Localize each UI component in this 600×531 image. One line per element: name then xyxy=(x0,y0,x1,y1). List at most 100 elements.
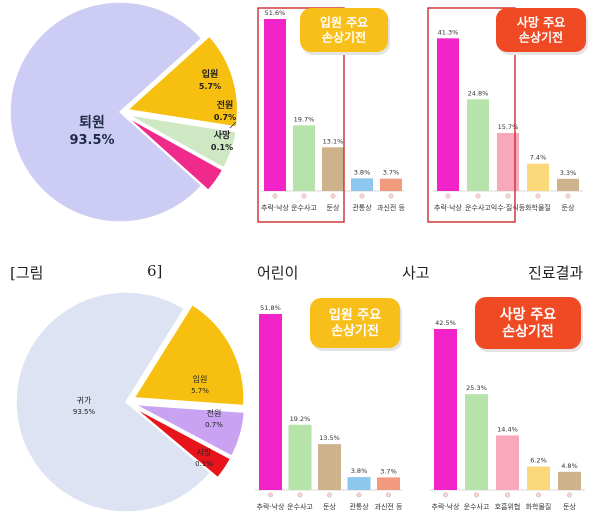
bar-dot-1 xyxy=(442,492,448,498)
badge-line-1: 입원 주요 xyxy=(320,15,368,29)
bar-dot-5 xyxy=(565,193,571,199)
badge-line-1: 사망 주요 xyxy=(517,14,565,29)
bar-dot-4 xyxy=(535,193,541,199)
bar-5 xyxy=(380,178,402,191)
bar-5 xyxy=(558,471,581,490)
bar-value-label-1: 51.8% xyxy=(260,304,281,312)
figure-caption: [그림 6] 어린이 사고 진료결과 xyxy=(10,262,590,284)
bar-value-label-3: 14.4% xyxy=(497,425,518,433)
bar-1 xyxy=(434,329,457,490)
badge xyxy=(475,297,581,349)
bar-value-label-5: 4.8% xyxy=(561,462,578,470)
bar-dot-5 xyxy=(388,193,394,199)
bar-3 xyxy=(496,435,519,490)
bar-2 xyxy=(465,394,488,490)
pie-slice-3 xyxy=(134,403,246,458)
badge xyxy=(496,8,586,52)
bar-dot-4 xyxy=(356,492,362,498)
bar-value-label-2: 24.8% xyxy=(468,89,489,97)
bar-2 xyxy=(288,424,312,490)
bar-3 xyxy=(322,147,344,191)
bar-dot-3 xyxy=(330,193,336,199)
pie-slice-2 xyxy=(132,303,245,407)
bar-dot-1 xyxy=(267,492,273,498)
bar-value-label-3: 13.1% xyxy=(323,137,344,145)
bar-dot-2 xyxy=(301,193,307,199)
bar-category-label-1: 추락·낙상 xyxy=(257,502,286,511)
pie-slice-4 xyxy=(132,406,232,479)
bar-4 xyxy=(527,466,550,490)
bar-value-label-1: 42.5% xyxy=(435,319,456,327)
bar-value-label-4: 6.2% xyxy=(530,457,547,465)
pie-leader xyxy=(229,121,237,129)
caption-part-3: 어린이 xyxy=(257,264,299,282)
bar-dot-2 xyxy=(297,492,303,498)
pie-value-3: 0.7% xyxy=(214,113,236,122)
bar-dot-5 xyxy=(566,492,572,498)
bar-value-label-5: 3.7% xyxy=(380,467,397,475)
badge-line-2: 손상기전 xyxy=(519,29,563,44)
pie-label-1: 귀가 xyxy=(77,395,92,405)
badge-line-2: 손상기전 xyxy=(322,29,366,44)
highlight-frame xyxy=(427,7,516,223)
badge-line-1: 입원 주요 xyxy=(329,308,381,323)
bar-1 xyxy=(264,19,286,191)
bar-dot-3 xyxy=(504,492,510,498)
bar-category-label-2: 운수사고 xyxy=(287,502,313,511)
bar-category-label-2: 운수사고 xyxy=(464,502,490,511)
bar-category-label-2: 운수사고 xyxy=(465,203,491,212)
bar-category-label-3: 둔상 xyxy=(327,203,340,212)
bar-value-label-5: 3.7% xyxy=(383,169,400,177)
bar-category-label-4: 화학물질 xyxy=(526,502,552,511)
bar-4 xyxy=(527,163,549,191)
bar-4 xyxy=(351,178,373,191)
pie-label-3: 전원 xyxy=(207,408,222,418)
pie-label-1: 퇴원 xyxy=(79,115,105,131)
badge-line-2: 손상기전 xyxy=(331,323,379,339)
bar-value-label-2: 19.2% xyxy=(290,415,311,423)
bar-dot-1 xyxy=(445,193,451,199)
bar-category-label-5: 둔상 xyxy=(562,203,575,212)
pie-label-4: 사망 xyxy=(197,447,212,457)
pie-slice-1 xyxy=(9,1,203,223)
bar-dot-1 xyxy=(272,193,278,199)
bar-category-label-1: 추락·낙상 xyxy=(261,203,290,212)
caption-part-5: 진료결과 xyxy=(528,264,584,282)
bar-value-label-3: 15.7% xyxy=(498,123,519,131)
pie-value-2: 5.7% xyxy=(191,387,209,395)
highlight-frame xyxy=(257,7,345,223)
caption-part-4: 사고 xyxy=(402,264,430,282)
pie-value-2: 5.7% xyxy=(199,82,221,91)
bar-dot-4 xyxy=(359,193,365,199)
bar-category-label-4: 화학물질 xyxy=(525,203,551,212)
pie-label-2: 입원 xyxy=(202,68,219,80)
badge xyxy=(310,298,400,348)
bar-3 xyxy=(318,444,341,490)
pie-value-4: 0.1% xyxy=(195,460,213,468)
bar-dot-4 xyxy=(535,492,541,498)
pie-slice-1 xyxy=(15,291,212,513)
pie-label-3: 전원 xyxy=(217,99,234,111)
pie-label-4: 사망 xyxy=(214,129,231,141)
bar-5 xyxy=(557,178,579,191)
bar-dot-2 xyxy=(475,193,481,199)
bar-category-label-2: 운수사고 xyxy=(291,203,317,212)
bar-1 xyxy=(259,314,282,490)
bar-value-label-2: 25.3% xyxy=(466,384,487,392)
pie-slice-3 xyxy=(127,113,238,169)
pie-value-3: 0.7% xyxy=(205,421,223,429)
bar-2 xyxy=(467,99,489,191)
bar-value-label-1: 41.3% xyxy=(438,28,459,36)
badge xyxy=(300,8,388,52)
badge-line-1: 사망 주요 xyxy=(500,306,557,323)
badge-line-2: 손상기전 xyxy=(502,323,554,340)
caption-part-1: [그림 xyxy=(10,264,44,282)
pie-slice-2 xyxy=(126,35,239,128)
bar-5 xyxy=(377,477,400,490)
bar-category-label-3: 호흡위협 xyxy=(495,502,521,511)
pie-value-1: 93.5% xyxy=(69,133,114,148)
bar-category-label-4: 관통상 xyxy=(349,502,369,511)
bar-dot-3 xyxy=(505,193,511,199)
bar-3 xyxy=(497,132,519,191)
